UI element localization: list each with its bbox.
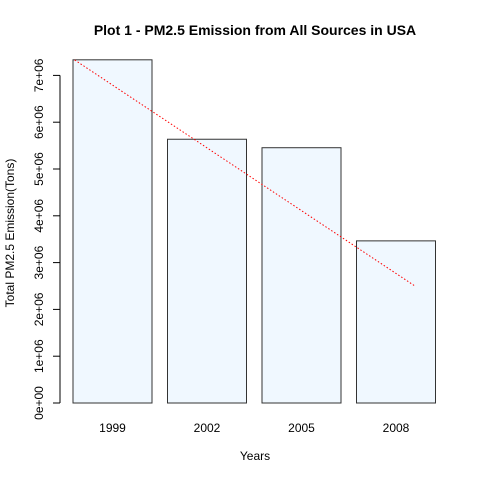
bar-1999 [72, 59, 153, 404]
y-tick-label: 6e+06 [32, 105, 46, 139]
x-tick-label: 2002 [194, 421, 221, 435]
y-tick-label: 4e+06 [32, 199, 46, 233]
x-axis-labels: 1999 2002 2005 2008 [99, 421, 410, 435]
y-axis: 0e+00 1e+06 2e+06 3e+06 4e+06 5e+06 6e+06 7e+06 [32, 58, 61, 420]
x-axis-title: Years [240, 449, 270, 463]
chart-title: Plot 1 - PM2.5 Emission from All Sources… [94, 22, 416, 38]
bar-2002 [167, 138, 247, 404]
y-tick-label: 3e+06 [32, 245, 46, 279]
bars-group [72, 59, 436, 404]
bar-2005 [261, 147, 342, 404]
x-tick-label: 2008 [383, 421, 410, 435]
bar-2008 [356, 240, 436, 404]
y-tick-label: 2e+06 [32, 292, 46, 326]
y-axis-title: Total PM2.5 Emission(Tons) [3, 159, 17, 308]
y-tick-label: 5e+06 [32, 152, 46, 186]
x-tick-label: 2005 [288, 421, 315, 435]
y-tick-label: 1e+06 [32, 339, 46, 373]
x-tick-label: 1999 [99, 421, 126, 435]
trend-line [74, 59, 416, 287]
y-tick-label: 7e+06 [32, 58, 46, 92]
y-tick-label: 0e+00 [32, 386, 46, 420]
